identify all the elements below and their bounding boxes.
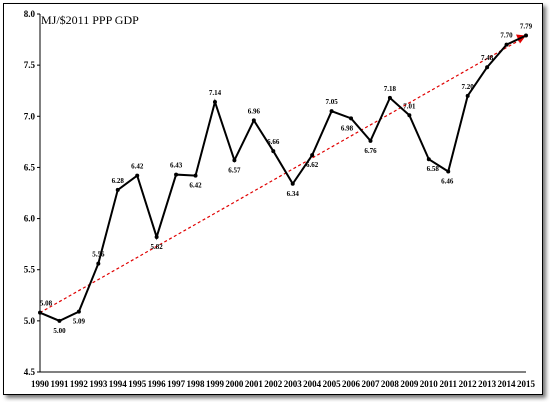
data-label: 6.58 [427,165,440,173]
data-point [290,181,295,186]
x-tick-label: 2004 [303,379,322,389]
data-point [407,113,412,118]
data-label: 6.46 [441,178,454,186]
data-point [174,172,179,177]
x-tick-label: 2001 [245,379,264,389]
y-tick-label: 6.5 [24,162,36,172]
x-tick-label: 2011 [439,379,457,389]
y-tick-label: 7.0 [24,111,36,121]
data-label: 7.79 [520,22,533,30]
data-label: 6.34 [287,190,300,198]
x-tick-label: 1995 [128,379,147,389]
x-tick-label: 1991 [50,379,69,389]
data-point [271,149,276,154]
x-tick-label: 2009 [400,379,419,389]
data-point [154,234,159,239]
data-point [504,42,509,47]
data-point [212,99,217,104]
y-tick-label: 7.5 [24,60,36,70]
data-point [465,93,470,98]
x-tick-label: 1996 [148,379,167,389]
data-point [387,95,392,100]
x-tick-label: 2013 [478,379,497,389]
x-tick-label: 2012 [459,379,478,389]
y-tick-label: 6.0 [24,214,36,224]
x-tick-label: 2014 [498,379,517,389]
chart-title: MJ/$2011 PPP GDP [41,13,139,27]
data-label: 5.09 [73,318,86,326]
x-tick-label: 1993 [89,379,108,389]
data-label: 6.42 [131,163,144,171]
x-tick-label: 2002 [264,379,283,389]
data-label: 6.98 [341,124,354,132]
x-tick-label: 2010 [420,379,439,389]
data-point [251,118,256,123]
data-point [115,187,120,192]
data-point [38,310,42,315]
data-label: 6.42 [189,182,202,190]
x-tick-label: 1990 [31,379,50,389]
data-label: 7.18 [384,85,397,93]
data-point [76,309,81,314]
y-tick-label: 8.0 [24,9,36,19]
x-tick-label: 1994 [109,379,128,389]
x-tick-label: 2007 [361,379,380,389]
data-label: 6.57 [228,166,241,174]
data-label: 7.70 [500,32,513,40]
data-point [232,158,237,163]
data-label: 5.00 [53,327,66,335]
data-label: 7.05 [325,98,338,106]
data-label: 7.14 [209,89,222,97]
x-tick-label: 2000 [225,379,244,389]
data-point [57,318,62,323]
data-point [329,109,334,114]
data-label: 6.43 [170,162,183,170]
data-point [485,65,490,70]
data-point [135,173,140,178]
data-label: 7.48 [481,54,494,62]
y-tick-label: 4.5 [24,367,36,377]
x-tick-label: 1999 [206,379,225,389]
data-label: 7.20 [462,83,475,91]
data-label: 5.56 [92,251,105,259]
data-label: 6.62 [306,161,319,169]
x-tick-label: 2003 [284,379,303,389]
data-label: 6.28 [112,177,125,185]
chart-frame [3,3,543,395]
trend-line [39,39,520,314]
x-tick-label: 1992 [70,379,89,389]
data-point [368,138,373,143]
data-label: 7.01 [403,102,416,110]
data-point [426,157,431,162]
x-tick-label: 1998 [187,379,206,389]
data-point [193,173,198,178]
x-tick-label: 1997 [167,379,186,389]
x-tick-label: 2015 [517,379,536,389]
x-tick-label: 2006 [342,379,361,389]
data-point [524,33,528,38]
data-label: 5.08 [40,300,53,308]
data-point [446,169,451,174]
data-label: 5.82 [151,243,164,251]
series-line [39,34,527,322]
data-label: 6.66 [267,138,280,146]
y-tick-label: 5.5 [24,265,36,275]
data-point [96,261,101,266]
data-point [310,153,315,158]
data-label: 6.76 [364,147,377,155]
x-tick-label: 2005 [323,379,342,389]
data-label: 6.96 [248,107,261,115]
y-tick-label: 5.0 [24,316,36,326]
data-point [349,116,354,121]
x-tick-label: 2008 [381,379,400,389]
